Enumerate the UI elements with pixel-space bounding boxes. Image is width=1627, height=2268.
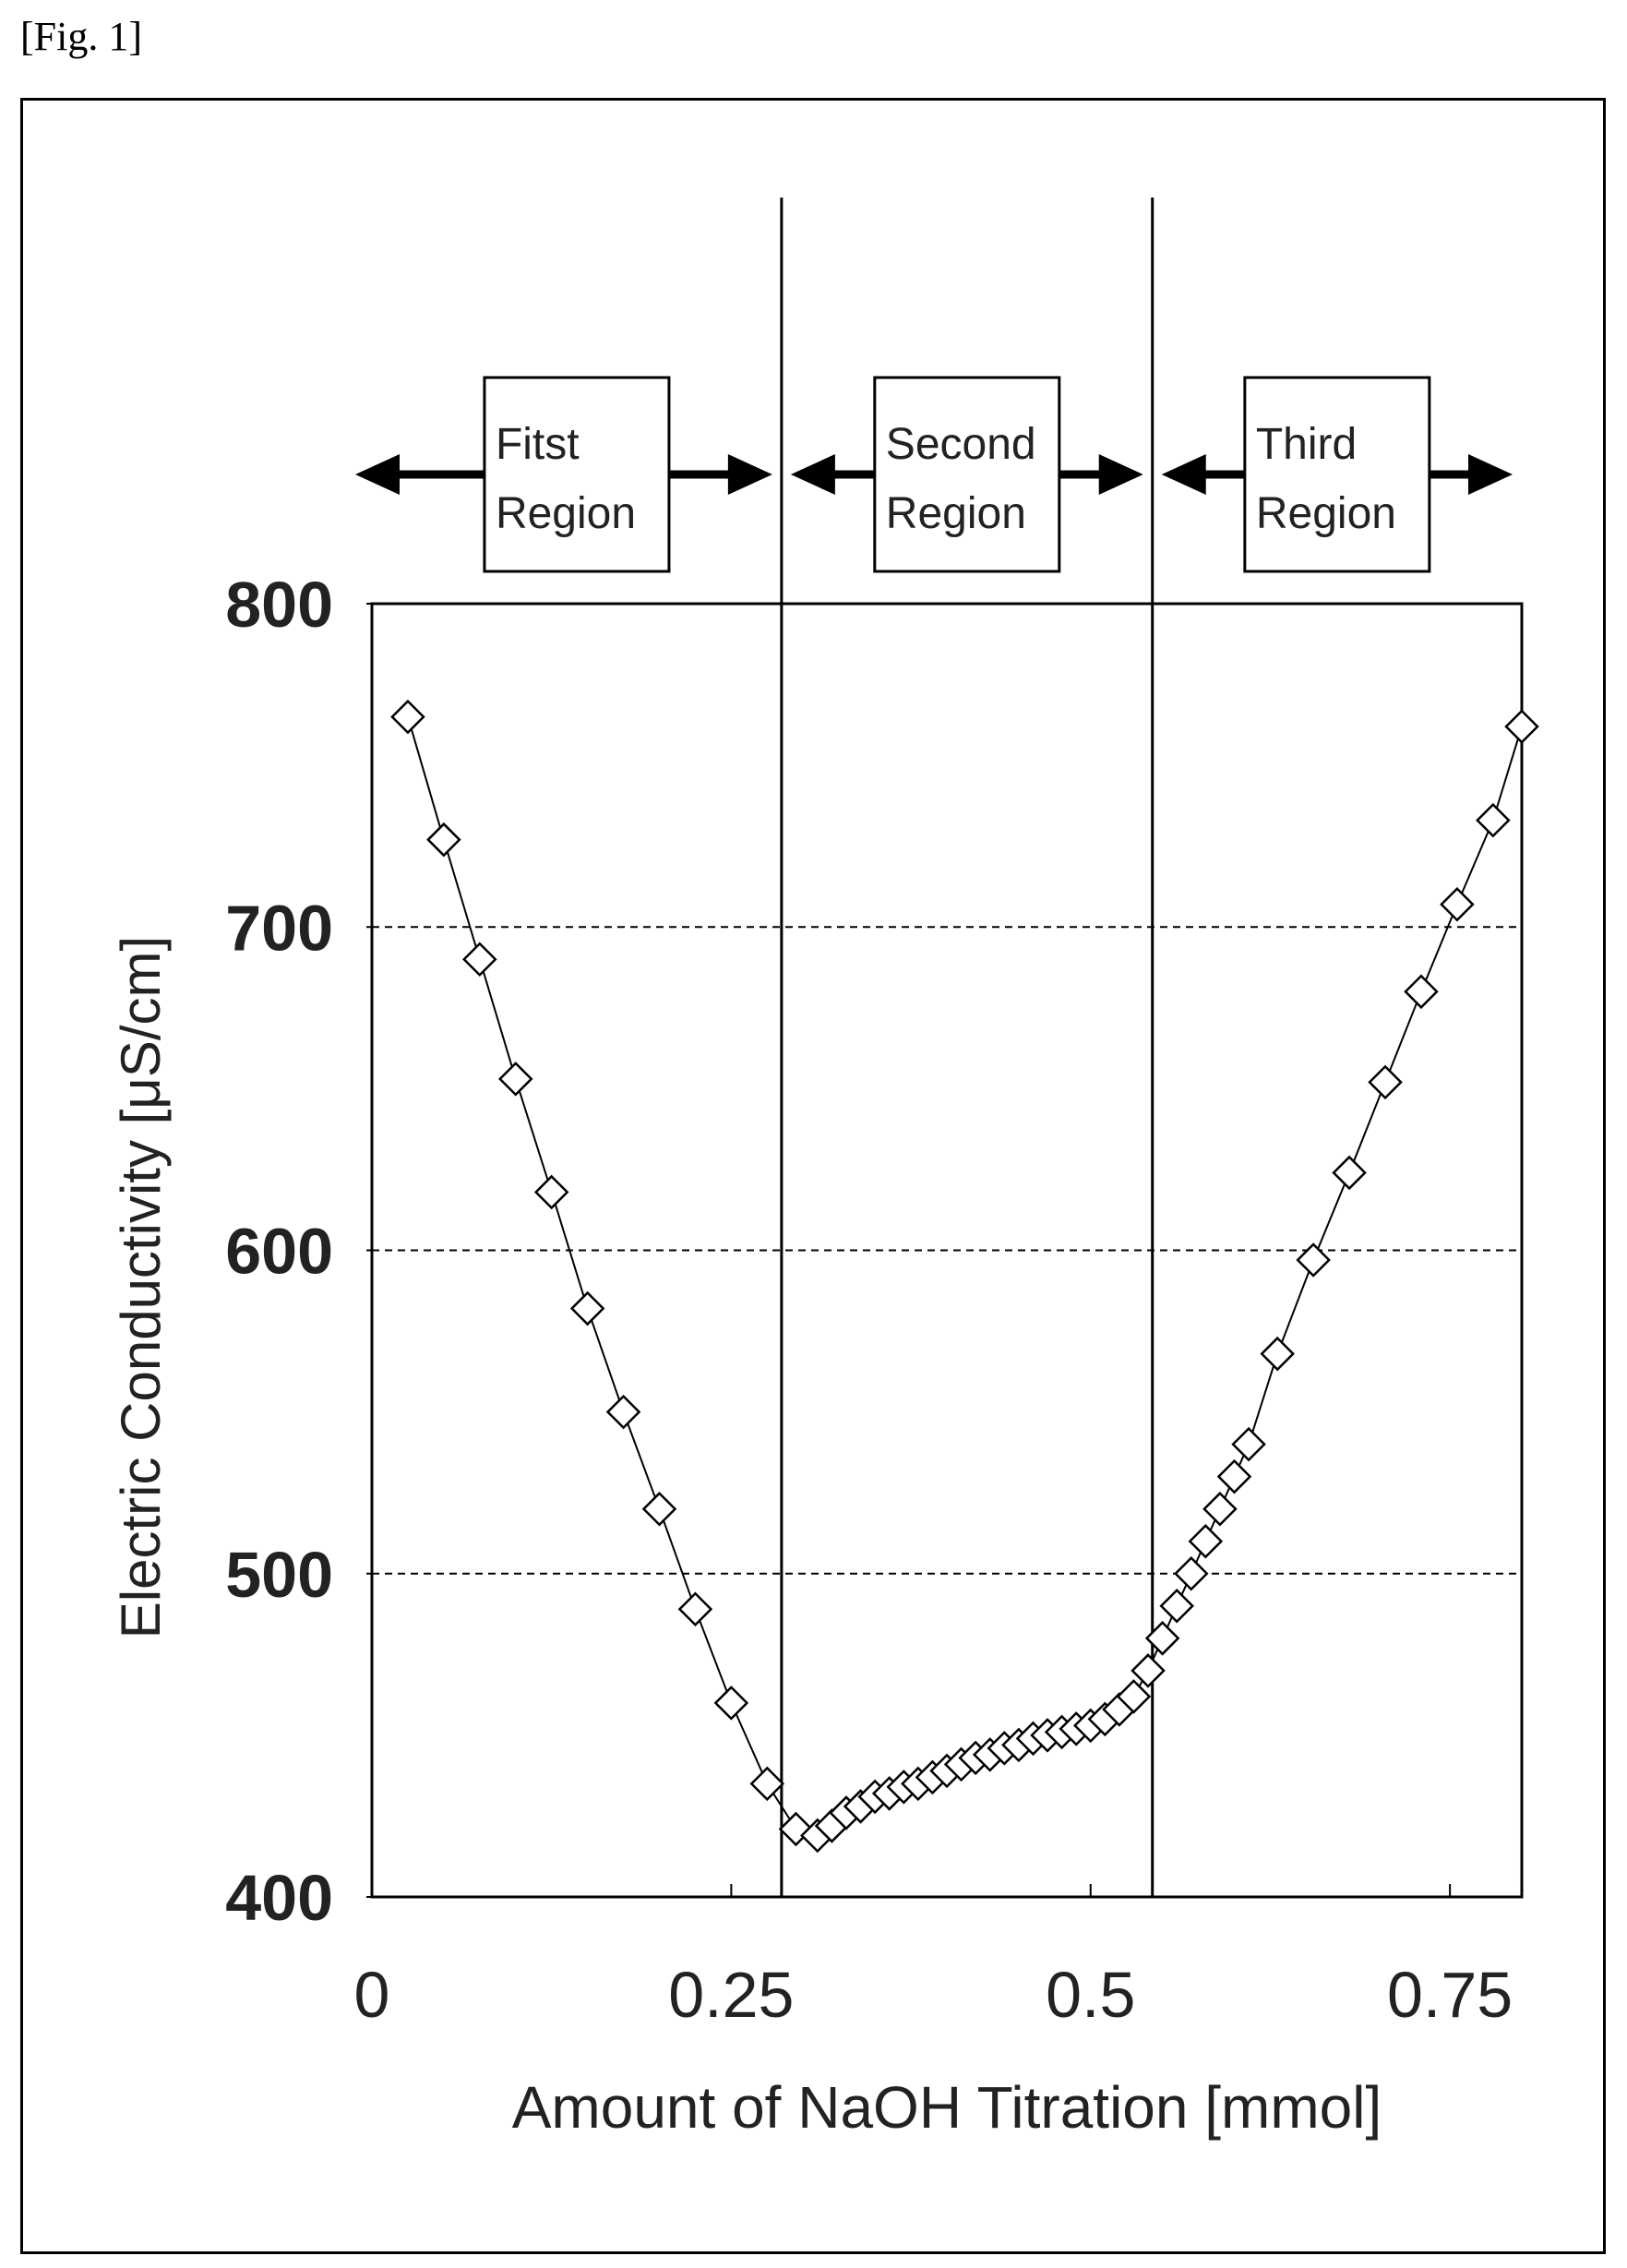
x-tick-label: 0.25 xyxy=(668,1959,794,2031)
region-label-line2: Region xyxy=(496,489,636,538)
data-point xyxy=(536,1176,568,1207)
data-point xyxy=(715,1687,747,1719)
series-line xyxy=(408,717,1522,1836)
right-arrowhead-icon xyxy=(1099,454,1143,495)
figure-label: [Fig. 1] xyxy=(20,13,142,60)
data-point xyxy=(1219,1461,1250,1493)
right-arrowhead-icon xyxy=(1468,454,1513,495)
figure-frame: 400 500 600 700 800 0 0.25 0.5 0.75Amount of NaO… xyxy=(20,98,1606,2254)
region-label-line1: Second xyxy=(886,420,1036,469)
y-tick-label: 400 xyxy=(225,1862,333,1934)
y-axis-label: Electric Conductivity [μS/cm] xyxy=(110,936,172,1638)
y-tick-label: 500 xyxy=(225,1539,333,1611)
data-point xyxy=(392,702,424,733)
data-point xyxy=(500,1063,532,1095)
chart: 400 500 600 700 800 0 0.25 0.5 0.75Amount of NaO… xyxy=(23,101,1603,2251)
data-point xyxy=(1262,1338,1293,1370)
data-point xyxy=(572,1293,604,1325)
region-box xyxy=(875,378,1059,571)
data-point xyxy=(1204,1494,1236,1525)
y-tick-label: 800 xyxy=(225,569,333,641)
data-point xyxy=(1233,1429,1264,1460)
data-point xyxy=(1190,1526,1221,1557)
region-label-line1: Fitst xyxy=(496,420,580,469)
region-box xyxy=(485,378,669,571)
data-point xyxy=(679,1593,711,1625)
region-label-line2: Region xyxy=(1256,489,1396,538)
data-point xyxy=(1442,889,1473,920)
left-arrowhead-icon xyxy=(355,454,400,495)
data-point xyxy=(1477,805,1509,836)
y-tick-label: 600 xyxy=(225,1216,333,1288)
data-point xyxy=(1370,1066,1401,1098)
data-point xyxy=(464,943,496,975)
x-tick-label: 0 xyxy=(354,1959,390,2031)
data-point xyxy=(751,1768,783,1799)
region-label-line2: Region xyxy=(886,489,1026,538)
left-arrowhead-icon xyxy=(791,454,835,495)
region-label-line1: Third xyxy=(1256,420,1357,469)
data-point xyxy=(1406,976,1437,1007)
x-axis-label: Amount of NaOH Titration [mmol] xyxy=(512,2074,1382,2141)
right-arrowhead-icon xyxy=(728,454,772,495)
data-point xyxy=(1334,1157,1365,1188)
data-point xyxy=(428,824,460,856)
data-point xyxy=(1132,1655,1164,1686)
data-point xyxy=(1298,1244,1329,1276)
data-point xyxy=(1176,1558,1207,1590)
data-point xyxy=(608,1397,640,1428)
y-tick-label: 700 xyxy=(225,892,333,964)
left-arrowhead-icon xyxy=(1162,454,1206,495)
data-point xyxy=(1506,711,1537,742)
x-tick-label: 0.5 xyxy=(1046,1959,1135,2031)
data-point xyxy=(1161,1590,1192,1622)
x-tick-label: 0.75 xyxy=(1387,1959,1513,2031)
data-point xyxy=(644,1494,676,1525)
region-box xyxy=(1245,378,1430,571)
